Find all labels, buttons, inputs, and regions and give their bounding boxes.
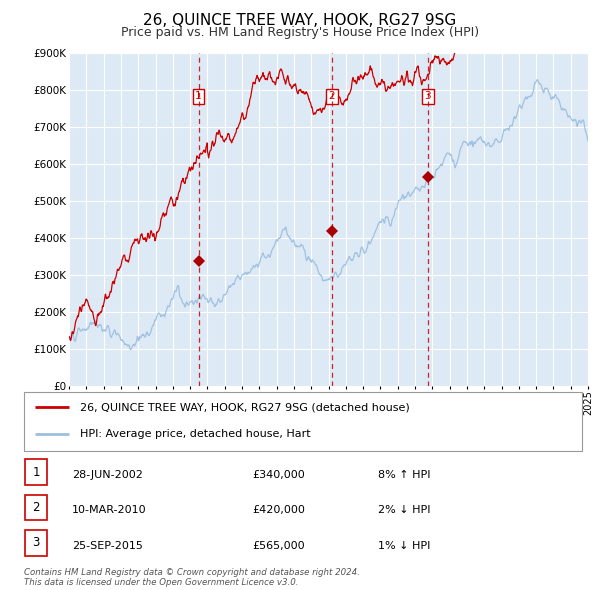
- FancyBboxPatch shape: [24, 392, 582, 451]
- Text: HPI: Average price, detached house, Hart: HPI: Average price, detached house, Hart: [80, 429, 310, 438]
- Text: 25-SEP-2015: 25-SEP-2015: [72, 541, 143, 550]
- Text: 2: 2: [328, 91, 335, 101]
- Text: 8% ↑ HPI: 8% ↑ HPI: [378, 470, 431, 480]
- FancyBboxPatch shape: [25, 495, 47, 520]
- Text: 26, QUINCE TREE WAY, HOOK, RG27 9SG (detached house): 26, QUINCE TREE WAY, HOOK, RG27 9SG (det…: [80, 402, 410, 412]
- Text: 10-MAR-2010: 10-MAR-2010: [72, 506, 146, 515]
- Text: 3: 3: [424, 91, 431, 101]
- Text: Price paid vs. HM Land Registry's House Price Index (HPI): Price paid vs. HM Land Registry's House …: [121, 26, 479, 39]
- Text: 26, QUINCE TREE WAY, HOOK, RG27 9SG: 26, QUINCE TREE WAY, HOOK, RG27 9SG: [143, 13, 457, 28]
- Text: 1: 1: [195, 91, 202, 101]
- Text: 3: 3: [32, 536, 40, 549]
- Text: 2% ↓ HPI: 2% ↓ HPI: [378, 506, 431, 515]
- Text: 1% ↓ HPI: 1% ↓ HPI: [378, 541, 430, 550]
- Text: £565,000: £565,000: [252, 541, 305, 550]
- FancyBboxPatch shape: [25, 460, 47, 485]
- FancyBboxPatch shape: [25, 530, 47, 556]
- Text: £420,000: £420,000: [252, 506, 305, 515]
- Text: 28-JUN-2002: 28-JUN-2002: [72, 470, 143, 480]
- Text: £340,000: £340,000: [252, 470, 305, 480]
- Text: 1: 1: [32, 466, 40, 478]
- Text: Contains HM Land Registry data © Crown copyright and database right 2024.
This d: Contains HM Land Registry data © Crown c…: [24, 568, 360, 587]
- Text: 2: 2: [32, 501, 40, 514]
